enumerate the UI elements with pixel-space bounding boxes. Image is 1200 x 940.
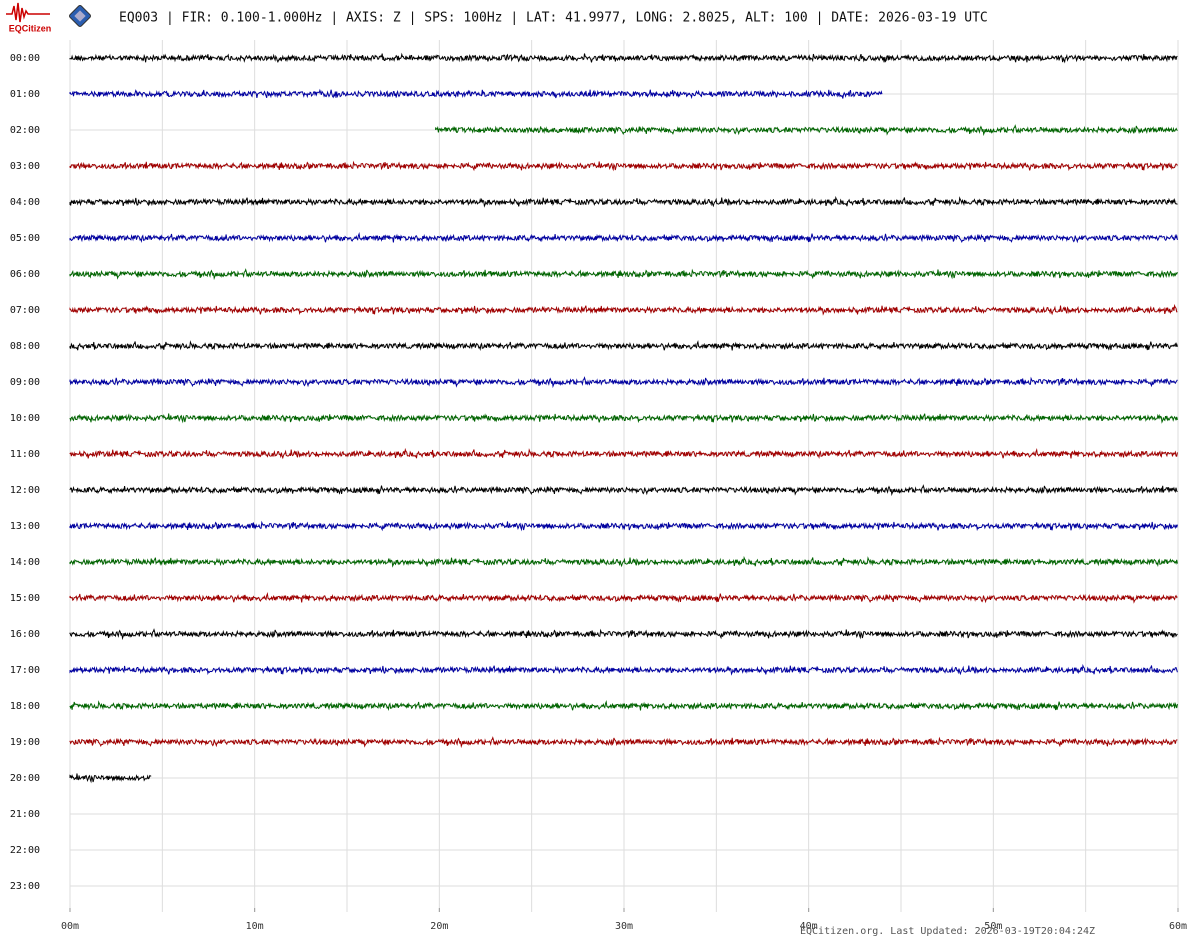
logo xyxy=(6,2,50,23)
row-label: 10:00 xyxy=(10,413,40,424)
trace xyxy=(69,195,1178,208)
trace xyxy=(69,773,152,784)
trace xyxy=(69,52,1178,64)
row-label: 14:00 xyxy=(10,557,40,568)
trace xyxy=(69,160,1178,172)
row-label: 21:00 xyxy=(10,809,40,820)
row-label: 09:00 xyxy=(10,377,40,388)
x-tick-label: 30m xyxy=(615,921,633,932)
row-label: 20:00 xyxy=(10,773,40,784)
chart-title: EQ003 | FIR: 0.100-1.000Hz | AXIS: Z | S… xyxy=(119,11,988,26)
trace xyxy=(435,124,1178,137)
row-label: 11:00 xyxy=(10,449,40,460)
row-label: 17:00 xyxy=(10,665,40,676)
row-label: 02:00 xyxy=(10,125,40,136)
x-tick-label: 50m xyxy=(984,921,1002,932)
row-label: 07:00 xyxy=(10,305,40,316)
row-label: 16:00 xyxy=(10,629,40,640)
row-label: 03:00 xyxy=(10,161,40,172)
trace xyxy=(69,340,1178,352)
x-tick-label: 10m xyxy=(246,921,264,932)
trace xyxy=(69,413,1178,424)
row-label: 06:00 xyxy=(10,269,40,280)
logo-text: EQCitizen xyxy=(9,23,52,33)
x-tick-label: 20m xyxy=(430,921,448,932)
device-icon xyxy=(69,5,91,27)
trace xyxy=(69,628,1178,641)
x-tick-label: 40m xyxy=(800,921,818,932)
row-label: 18:00 xyxy=(10,701,40,712)
row-label: 12:00 xyxy=(10,485,40,496)
plot: 00m 10m 20m 30m 40m 50m 60m 00:00 01:00 02:00 03:0… xyxy=(10,40,1187,932)
row-label: 04:00 xyxy=(10,197,40,208)
trace xyxy=(69,592,1178,604)
row-label: 13:00 xyxy=(10,521,40,532)
row-label: 23:00 xyxy=(10,881,40,892)
trace xyxy=(69,555,1178,568)
trace xyxy=(69,88,883,100)
row-label: 05:00 xyxy=(10,233,40,244)
trace xyxy=(69,484,1178,497)
row-label: 01:00 xyxy=(10,89,40,100)
logo-wave xyxy=(6,2,50,23)
trace xyxy=(69,700,1178,712)
trace xyxy=(69,232,1178,244)
row-label: 00:00 xyxy=(10,53,40,64)
trace xyxy=(69,520,1178,532)
trace xyxy=(69,303,1178,316)
trace xyxy=(69,268,1178,281)
trace xyxy=(69,736,1178,749)
row-label: 19:00 xyxy=(10,737,40,748)
x-tick-label: 00m xyxy=(61,921,79,932)
trace xyxy=(69,376,1178,389)
trace xyxy=(69,447,1178,460)
row-label: 08:00 xyxy=(10,341,40,352)
x-tick-label: 60m xyxy=(1169,921,1187,932)
footer: EQCitizen.org. Last Updated: 2026-03-19T… xyxy=(800,926,1095,937)
row-label: 22:00 xyxy=(10,845,40,856)
trace xyxy=(69,663,1178,676)
row-label: 15:00 xyxy=(10,593,40,604)
